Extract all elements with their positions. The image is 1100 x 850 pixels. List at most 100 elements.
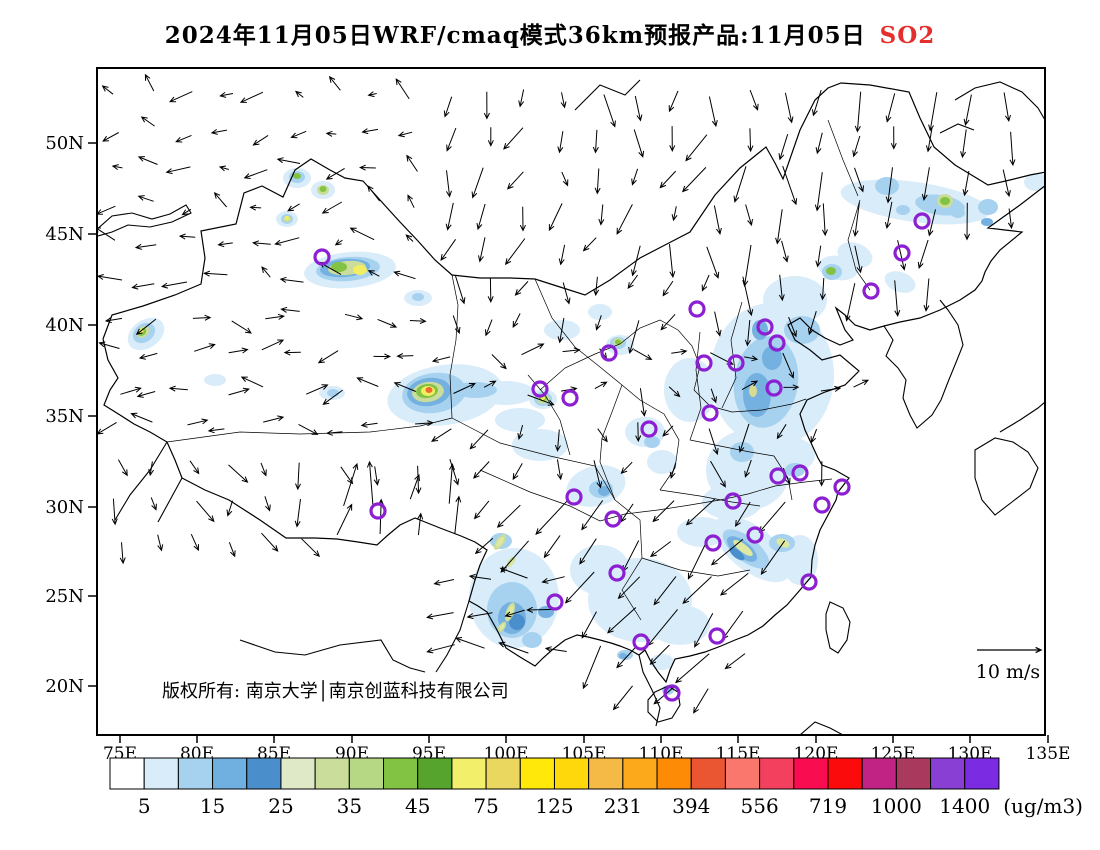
lat-tick-label: 35N [45,406,84,427]
wind-scale-legend [977,646,1043,654]
so2-blob [331,262,347,272]
so2-blob [495,536,505,548]
so2-blob [940,197,950,205]
colorbar-cell [930,757,966,790]
colorbar-cell [724,757,761,790]
so2-blob [619,653,627,659]
city-marker [640,420,658,438]
coast-fragment [800,721,843,734]
colorbar-cell [451,757,487,790]
city-marker [531,380,549,398]
lat-tick-label: 20N [45,676,84,697]
coast-fragment [974,437,1039,516]
province-border [639,399,680,491]
city-marker [313,248,331,266]
city-markers [313,212,931,702]
so2-blob [743,373,771,417]
so2-blob [512,429,568,461]
city-marker [833,478,851,496]
colorbar-tick-label: 1400 [939,794,990,818]
coast-fragment [239,639,426,673]
city-marker [663,684,681,702]
province-border [689,331,702,441]
coast-fragment [98,204,192,237]
colorbar [109,757,1000,790]
province-border [689,439,775,457]
colorbar-cell [417,757,453,790]
colorbar-cell [656,757,692,790]
so2-blob [729,547,745,561]
coast-fragment [999,402,1044,433]
colorbar-cell [588,757,624,790]
colorbar-cell [212,757,248,790]
so2-blob [664,358,716,422]
so2-blob [978,199,998,215]
coast-fragment [157,477,183,523]
so2-blob [499,623,505,631]
so2-blob [837,242,873,268]
city-marker [695,354,713,372]
colorbar-unit-label: (ug/m3) [1003,794,1083,818]
colorbar-cell [383,757,419,790]
colorbar-cell [759,757,795,790]
colorbar-tick-label: 1000 [871,794,922,818]
so2-blob [981,218,993,226]
so2-blob [495,408,545,432]
city-marker [813,496,831,514]
city-marker [913,212,931,230]
colorbar-tick-label: 719 [809,794,847,818]
so2-blob [588,304,612,320]
so2-blob [509,614,525,630]
wind-scale-arrow [977,646,1043,654]
so2-blob [951,208,965,218]
coast-fragment [638,654,661,727]
province-border [479,469,833,522]
so2-blob [353,265,367,275]
colorbar-cell [109,757,145,790]
so2-blob [1024,173,1044,191]
city-marker [704,534,722,552]
coast-fragment [825,601,851,654]
so2-blob [412,293,424,301]
city-marker [369,502,387,520]
so2-blob [598,486,610,496]
so2-blob [826,267,836,275]
province-border [773,455,793,501]
page-title: 2024年11月05日WRF/cmaq模式36km预报产品:11月05日 SO2 [0,16,1100,50]
colorbar-tick-label: 35 [337,794,362,818]
so2-blob [425,387,433,393]
city-marker [561,389,579,407]
so2-blob [650,654,674,670]
province-border [659,489,761,507]
wind-scale-label: 10 m/s [976,661,1040,683]
colorbar-cell [348,757,385,790]
colorbar-cell [690,757,726,790]
province-border [534,278,641,401]
city-marker [608,564,626,582]
so2-blob [293,173,301,179]
colorbar-cell [314,757,350,790]
so2-blob [615,339,621,345]
so2-blob [763,276,827,324]
coast-fragment [435,600,470,673]
coast-fragment [647,685,681,723]
colorbar-tick-label: 231 [604,794,642,818]
city-marker [768,334,786,352]
coast-fragment [883,299,964,429]
city-marker [565,488,583,506]
city-marker [701,404,719,422]
colorbar-tick-label: 25 [268,794,293,818]
city-marker [632,633,650,651]
city-marker [769,467,787,485]
coast-fragment [939,123,975,134]
city-marker [604,510,622,528]
lat-tick-label: 25N [45,586,84,607]
colorbar-cell [861,757,897,790]
so2-blob [875,177,899,195]
colorbar-cell [280,757,316,790]
so2-blob [762,346,782,370]
map-frame [96,67,1046,736]
city-marker [765,379,783,397]
copyright-text: 版权所有: 南京大学│南京创蓝科技有限公司 [162,680,509,702]
coast-fragment [574,79,641,111]
